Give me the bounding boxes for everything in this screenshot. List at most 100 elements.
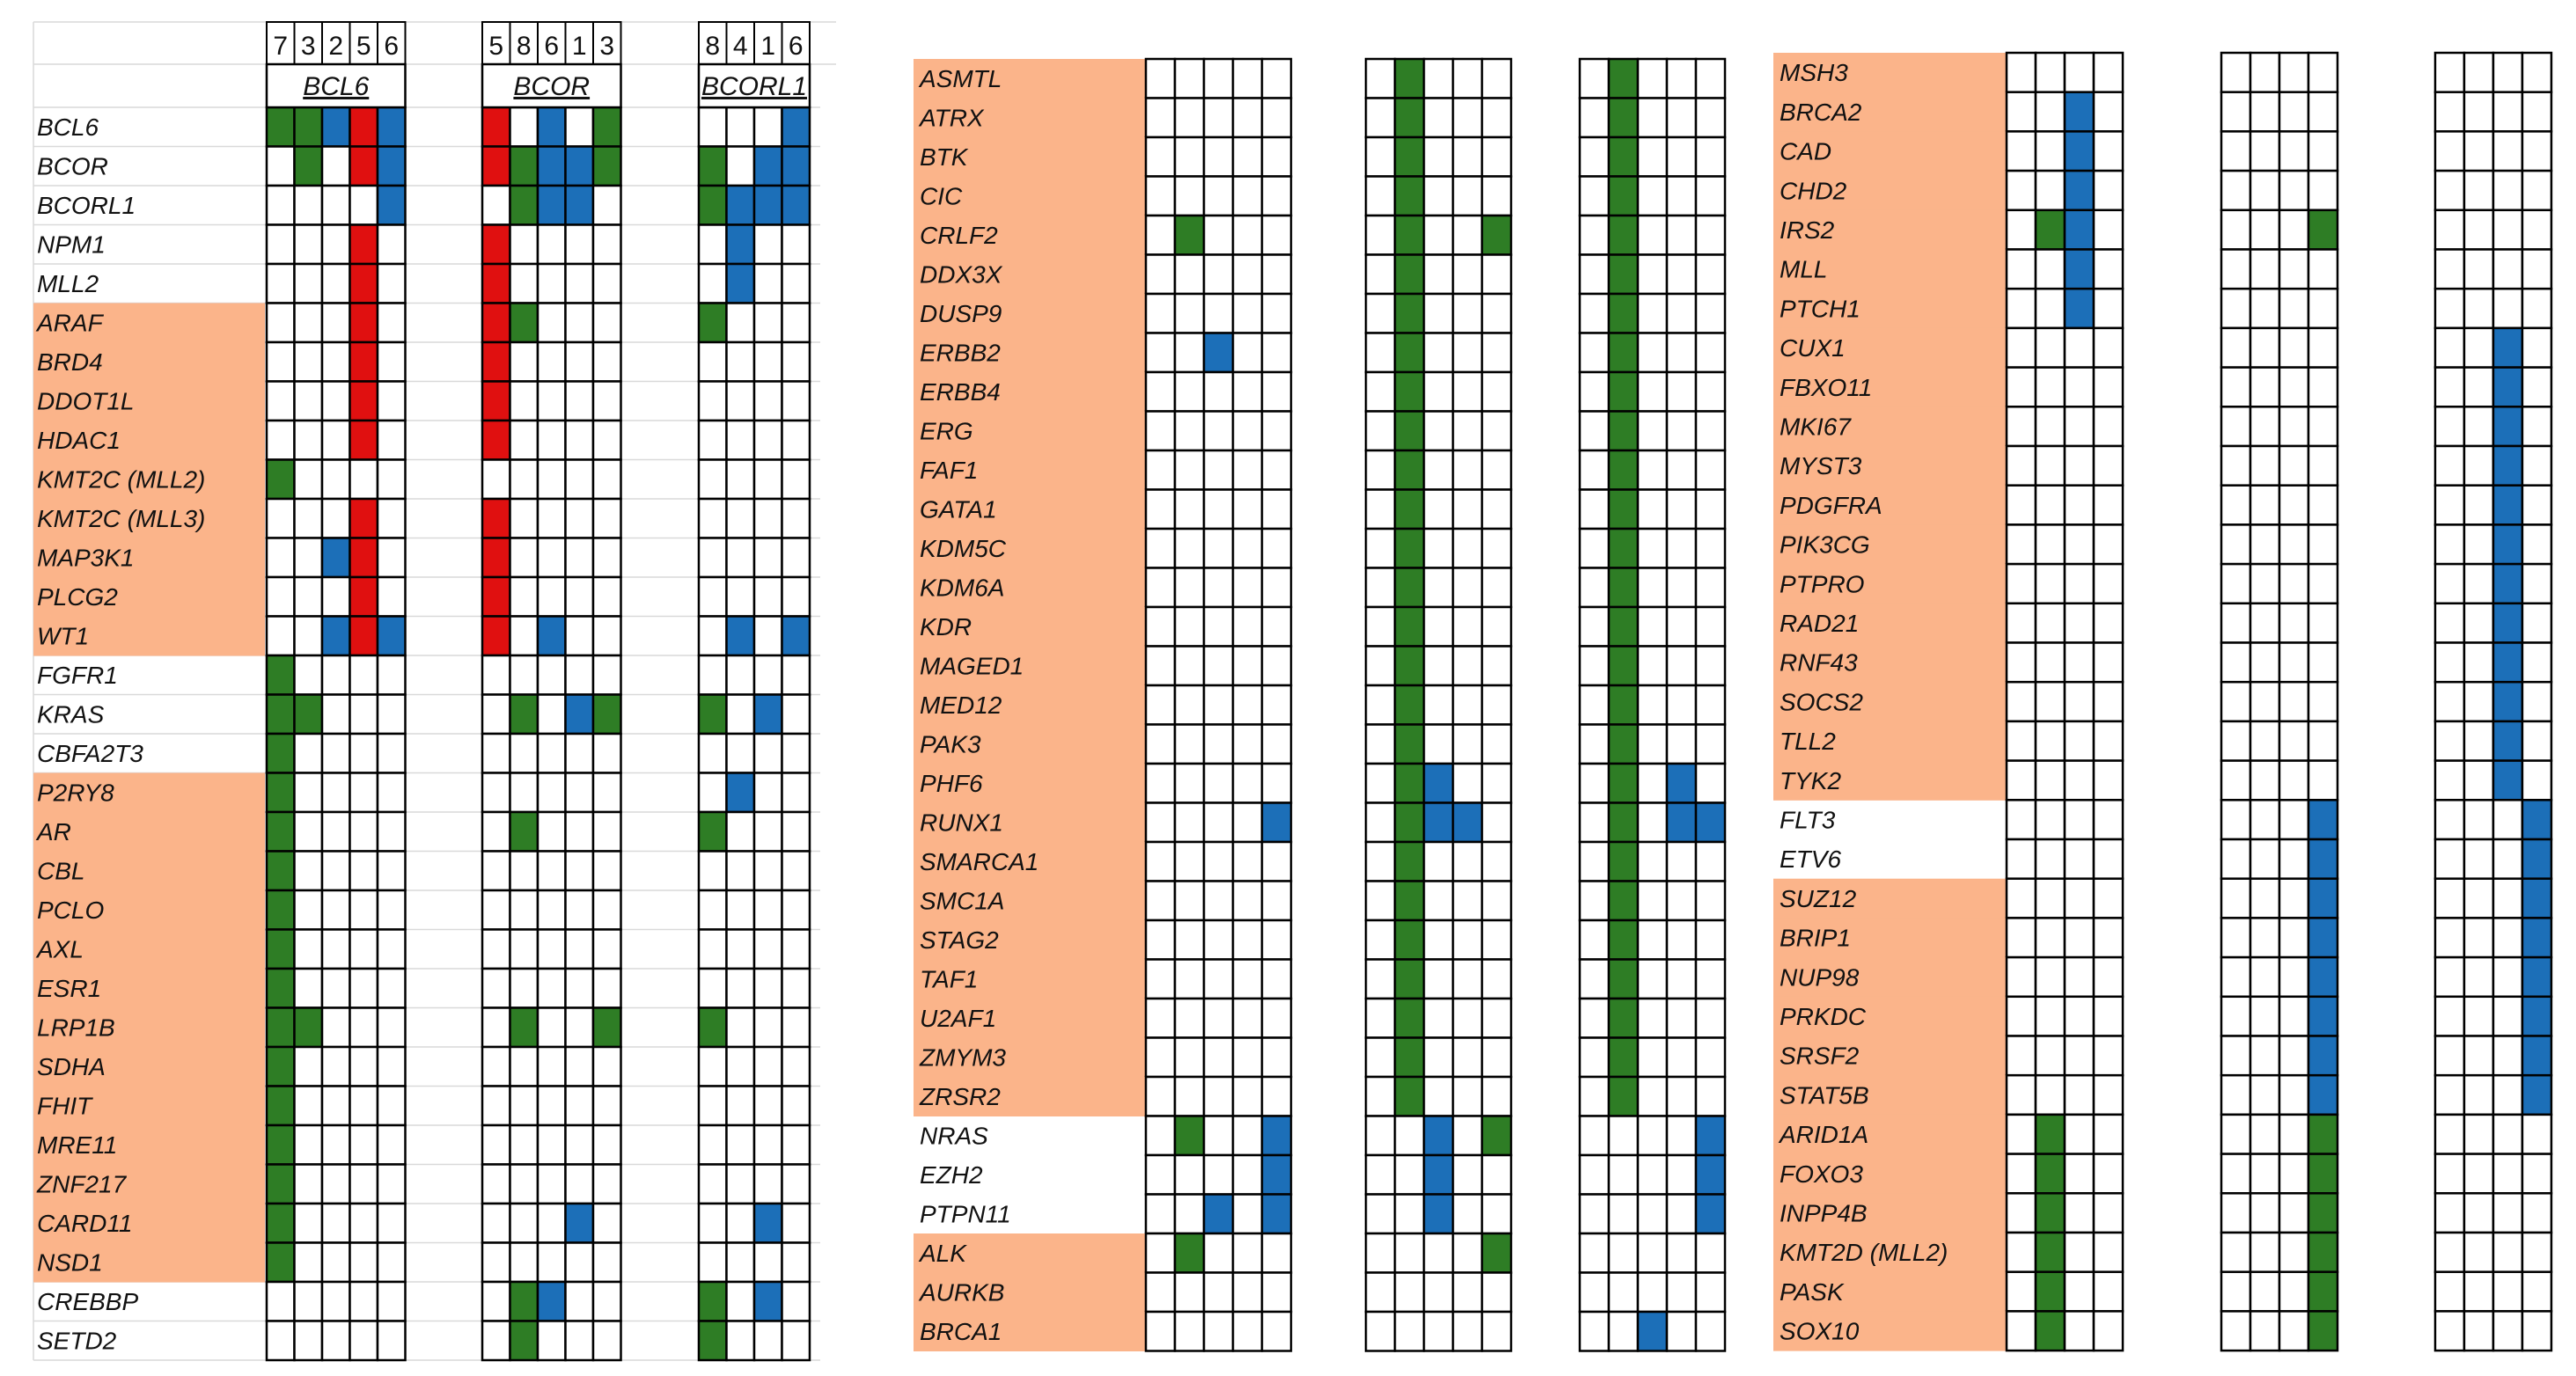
empty-cell <box>1364 1193 1397 1235</box>
empty-cell <box>2307 248 2339 290</box>
empty-cell <box>2092 602 2125 644</box>
empty-cell <box>481 810 511 853</box>
highlight-band <box>914 98 1146 138</box>
highlight-band <box>914 294 1146 333</box>
empty-cell <box>752 419 783 461</box>
empty-cell <box>1422 880 1455 922</box>
empty-cell <box>1480 919 1513 961</box>
empty-cell <box>2092 641 2125 684</box>
empty-cell <box>293 810 324 853</box>
empty-cell <box>536 693 567 736</box>
empty-cell <box>481 732 511 774</box>
green-cell <box>265 1241 296 1284</box>
empty-cell <box>752 340 783 383</box>
green-cell <box>1607 880 1640 922</box>
green-cell <box>1393 253 1426 296</box>
empty-cell <box>536 850 567 892</box>
empty-cell <box>1480 958 1513 1000</box>
empty-cell <box>293 967 324 1009</box>
blue-cell <box>781 106 811 148</box>
empty-cell <box>1422 253 1455 296</box>
empty-cell <box>1144 175 1177 217</box>
empty-cell <box>376 1085 407 1127</box>
empty-cell <box>2092 838 2125 880</box>
empty-cell <box>591 419 622 461</box>
empty-cell <box>1636 488 1669 531</box>
green-cell <box>1393 801 1426 844</box>
empty-cell <box>1202 1153 1235 1196</box>
empty-cell <box>697 106 728 148</box>
empty-cell <box>752 889 783 931</box>
gene-label: CREBBP <box>37 1288 138 1315</box>
empty-cell <box>564 772 595 814</box>
empty-cell <box>1231 801 1264 844</box>
empty-cell <box>1480 1036 1513 1079</box>
empty-cell <box>1202 370 1235 413</box>
empty-cell <box>1364 723 1397 765</box>
gene-label: BCL6 <box>37 113 99 141</box>
highlight-band <box>33 1204 265 1243</box>
blue-cell <box>2307 995 2339 1037</box>
empty-cell <box>1694 97 1727 139</box>
empty-cell <box>2005 484 2037 526</box>
empty-cell <box>2307 484 2339 526</box>
green-cell <box>591 145 622 187</box>
empty-cell <box>1480 1310 1513 1352</box>
empty-cell <box>1607 1232 1640 1274</box>
heatmap-panel-left: BCL6BCORBCORL1NPM1MLL2ARAFBRD4DDOT1LHDAC… <box>33 21 836 1362</box>
empty-cell <box>2462 995 2495 1037</box>
empty-cell <box>2034 406 2066 448</box>
empty-cell <box>2492 877 2524 919</box>
empty-cell <box>1364 292 1397 334</box>
empty-cell <box>725 145 756 187</box>
empty-cell <box>1173 97 1206 139</box>
empty-cell <box>320 302 351 344</box>
blue-cell <box>725 772 756 814</box>
empty-cell <box>1260 370 1293 413</box>
empty-cell <box>293 497 324 539</box>
empty-cell <box>1202 527 1235 569</box>
empty-cell <box>349 1280 379 1322</box>
green-cell <box>265 772 296 814</box>
empty-cell <box>697 1163 728 1205</box>
empty-cell <box>349 654 379 696</box>
empty-cell <box>376 537 407 579</box>
empty-cell <box>2220 1310 2252 1352</box>
green-cell <box>697 302 728 344</box>
green-cell <box>1480 1232 1513 1274</box>
empty-cell <box>376 1320 407 1362</box>
green-cell <box>1173 1115 1206 1157</box>
gene-label: CUX1 <box>1780 334 1846 362</box>
empty-cell <box>349 1320 379 1362</box>
empty-cell <box>1231 1310 1264 1352</box>
empty-cell <box>781 850 811 892</box>
highlight-band <box>33 772 265 813</box>
empty-cell <box>1144 1153 1177 1196</box>
column-number: 5 <box>488 32 503 61</box>
blue-cell <box>752 693 783 736</box>
empty-cell <box>349 1202 379 1244</box>
gene-label: ZNF217 <box>36 1171 128 1198</box>
empty-cell <box>265 419 296 461</box>
green-cell <box>1607 370 1640 413</box>
empty-cell <box>1636 410 1669 452</box>
empty-cell <box>697 732 728 774</box>
empty-cell <box>293 615 324 657</box>
empty-cell <box>2220 209 2252 251</box>
empty-cell <box>536 654 567 696</box>
green-cell <box>1393 1036 1426 1079</box>
empty-cell <box>1231 97 1264 139</box>
blue-cell <box>320 537 351 579</box>
empty-cell <box>509 419 539 461</box>
blue-cell <box>2063 130 2095 172</box>
empty-cell <box>2433 562 2466 605</box>
green-cell <box>1607 292 1640 334</box>
red-cell <box>349 340 379 383</box>
blue-cell <box>536 145 567 187</box>
empty-cell <box>1665 527 1698 569</box>
green-cell <box>697 1320 728 1362</box>
empty-cell <box>1364 567 1397 609</box>
blue-cell <box>2063 287 2095 330</box>
blue-cell <box>2521 995 2553 1037</box>
highlight-band <box>1773 603 2007 643</box>
